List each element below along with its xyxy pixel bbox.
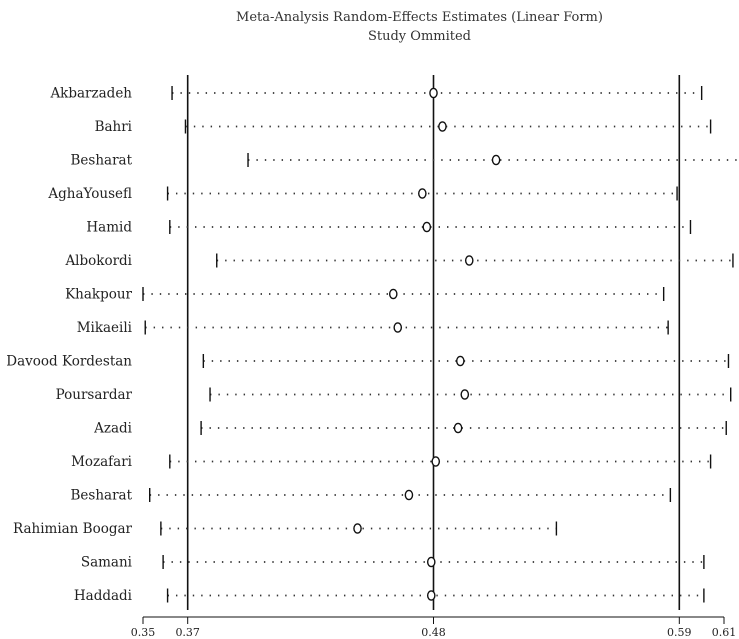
study-label: Haddadi (74, 588, 133, 604)
x-tick-label: 0.61 (712, 626, 737, 639)
study-row: Azadi (93, 421, 727, 437)
study-label: Poursardar (56, 387, 133, 403)
point-estimate-marker (464, 255, 474, 266)
x-tick-label: 0.59 (667, 626, 692, 639)
point-estimate-marker (393, 322, 403, 333)
study-label: Mozafari (71, 454, 133, 470)
study-row: Besharat (70, 153, 739, 169)
study-label: Azadi (93, 421, 133, 437)
study-row: Khakpour (65, 287, 665, 303)
point-estimate-marker (426, 590, 436, 601)
study-label: Besharat (70, 153, 132, 169)
study-label: Mikaeili (77, 320, 133, 336)
study-row: Mozafari (71, 454, 712, 470)
point-estimate-marker (456, 355, 465, 367)
study-row: Davood Kordestan (6, 354, 730, 370)
point-estimate-marker (426, 556, 436, 568)
point-estimate-marker (418, 188, 427, 199)
reference-lines (186, 75, 681, 610)
point-estimate-marker (491, 154, 501, 166)
study-label: Besharat (70, 488, 132, 504)
chart-subtitle: Study Ommited (367, 29, 471, 44)
study-row: Akbarzadeh (49, 86, 703, 102)
point-estimate-marker (422, 221, 432, 233)
x-tick-label: 0.48 (421, 626, 446, 639)
study-label: Hamid (86, 220, 132, 236)
point-estimate-marker (353, 523, 362, 534)
point-estimate-marker (404, 489, 414, 501)
study-label: Davood Kordestan (6, 354, 132, 370)
point-estimate-marker (429, 87, 438, 99)
point-estimate-marker (388, 288, 398, 300)
study-row: Rahimian Boogar (13, 521, 558, 537)
x-axis: 0.35 0.37 0.48 0.59 0.61 (131, 616, 737, 639)
point-estimate-marker (438, 121, 447, 132)
point-estimate-marker (460, 389, 470, 400)
study-row: AghaYousefl (47, 186, 678, 202)
chart-title-block: Meta-Analysis Random-Effects Estimates (… (0, 8, 739, 46)
study-row: Poursardar (56, 387, 732, 403)
x-tick-label: 0.37 (175, 626, 200, 639)
study-row: Hamid (86, 220, 692, 236)
study-row: Albokordi (64, 253, 734, 269)
study-label: Albokordi (64, 253, 132, 269)
study-label: AghaYousefl (47, 186, 132, 202)
study-rows: Akbarzadeh Bahri Besharat AghaYousefl Hamid A… (6, 86, 739, 604)
study-label: Samani (81, 555, 133, 571)
point-estimate-marker (431, 456, 441, 467)
point-estimate-marker (453, 422, 463, 434)
study-row: Besharat (70, 488, 672, 504)
study-row: Samani (81, 555, 705, 571)
chart-title: Meta-Analysis Random-Effects Estimates (… (236, 10, 603, 25)
study-label: Bahri (95, 119, 133, 135)
study-row: Haddadi (74, 588, 705, 604)
x-tick-label: 0.35 (131, 626, 156, 639)
study-row: Bahri (95, 119, 712, 135)
study-label: Khakpour (65, 287, 132, 303)
study-label: Akbarzadeh (49, 86, 132, 102)
study-row: Mikaeili (77, 320, 669, 336)
study-label: Rahimian Boogar (13, 521, 133, 537)
